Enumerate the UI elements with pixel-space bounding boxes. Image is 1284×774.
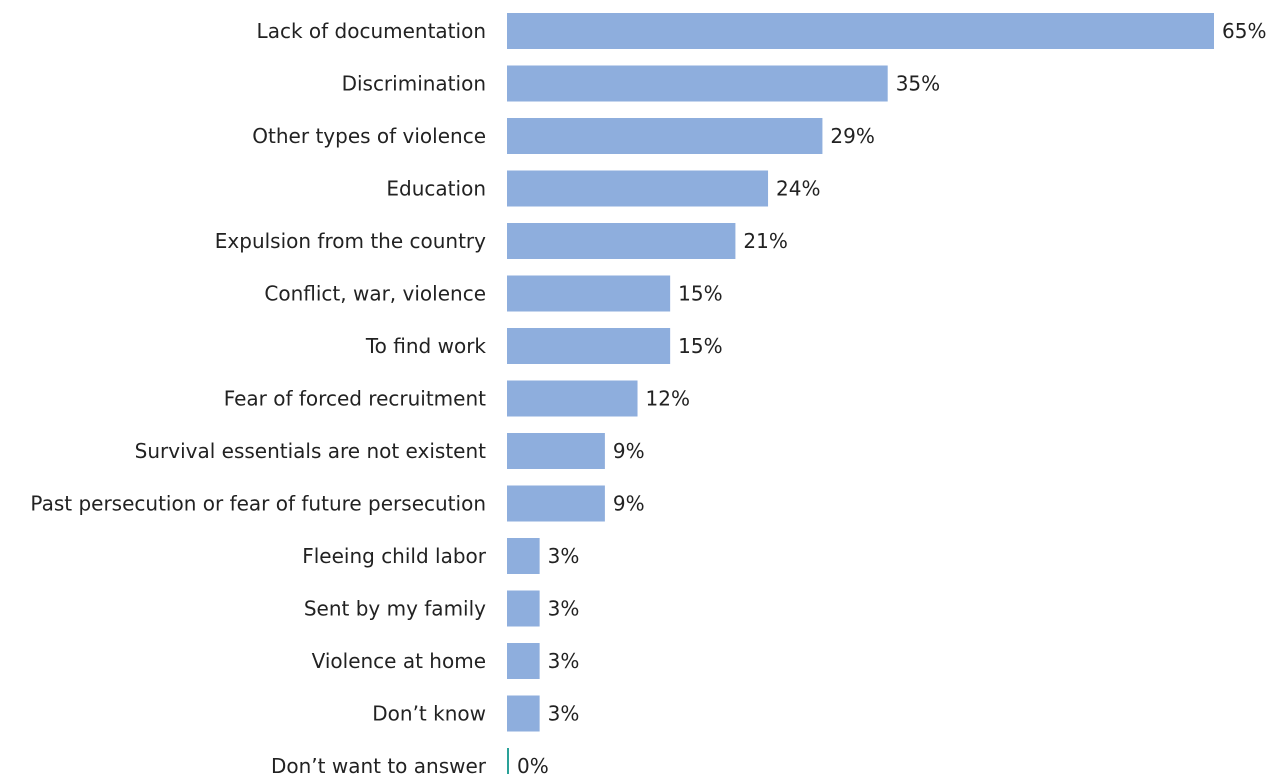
value-labels: 65% 35% 29% 24% 21% 15% 15% 12% 9% 9% 3% 3% 3% 3% 0% bbox=[517, 19, 1266, 774]
category-label: Expulsion from the country bbox=[215, 229, 486, 253]
value-label: 9% bbox=[613, 492, 645, 516]
value-label: 15% bbox=[678, 282, 722, 306]
category-label: Lack of documentation bbox=[257, 19, 486, 43]
category-label: Violence at home bbox=[312, 649, 486, 673]
category-label: Don’t know bbox=[372, 702, 486, 726]
category-label: Don’t want to answer bbox=[271, 754, 487, 774]
value-label: 24% bbox=[776, 177, 820, 201]
bar bbox=[507, 695, 540, 732]
bar bbox=[507, 380, 638, 417]
bar bbox=[507, 223, 736, 259]
bar bbox=[507, 328, 671, 364]
value-label: 35% bbox=[896, 72, 940, 96]
bar bbox=[507, 65, 888, 102]
category-label: Fear of forced recruitment bbox=[224, 387, 486, 411]
bar bbox=[507, 643, 540, 679]
bar bbox=[507, 485, 605, 522]
category-label: Other types of violence bbox=[252, 124, 486, 148]
bar bbox=[507, 170, 769, 207]
bar-zero-marker bbox=[507, 748, 509, 774]
value-label: 21% bbox=[743, 229, 787, 253]
category-label: Discrimination bbox=[342, 72, 486, 96]
category-label: Past persecution or fear of future perse… bbox=[30, 492, 486, 516]
value-label: 3% bbox=[548, 649, 580, 673]
value-label: 3% bbox=[548, 702, 580, 726]
category-label: Fleeing child labor bbox=[302, 544, 487, 568]
value-label: 3% bbox=[548, 597, 580, 621]
value-label: 9% bbox=[613, 439, 645, 463]
category-label: Education bbox=[386, 177, 486, 201]
category-labels: Lack of documentation Discrimination Other… bbox=[30, 19, 486, 774]
bar bbox=[507, 433, 605, 469]
value-label: 29% bbox=[830, 124, 874, 148]
category-label: Conflict, war, violence bbox=[264, 282, 486, 306]
category-label: Sent by my family bbox=[304, 597, 486, 621]
value-label: 15% bbox=[678, 334, 722, 358]
category-label: To find work bbox=[365, 334, 487, 358]
bar bbox=[507, 590, 540, 627]
bars bbox=[507, 13, 1214, 774]
value-label: 12% bbox=[646, 387, 690, 411]
value-label: 0% bbox=[517, 754, 549, 774]
value-label: 65% bbox=[1222, 19, 1266, 43]
category-label: Survival essentials are not existent bbox=[135, 439, 487, 463]
bar bbox=[507, 118, 823, 154]
value-label: 3% bbox=[548, 544, 580, 568]
bar bbox=[507, 538, 540, 574]
bar bbox=[507, 275, 671, 312]
bar bbox=[507, 13, 1214, 49]
